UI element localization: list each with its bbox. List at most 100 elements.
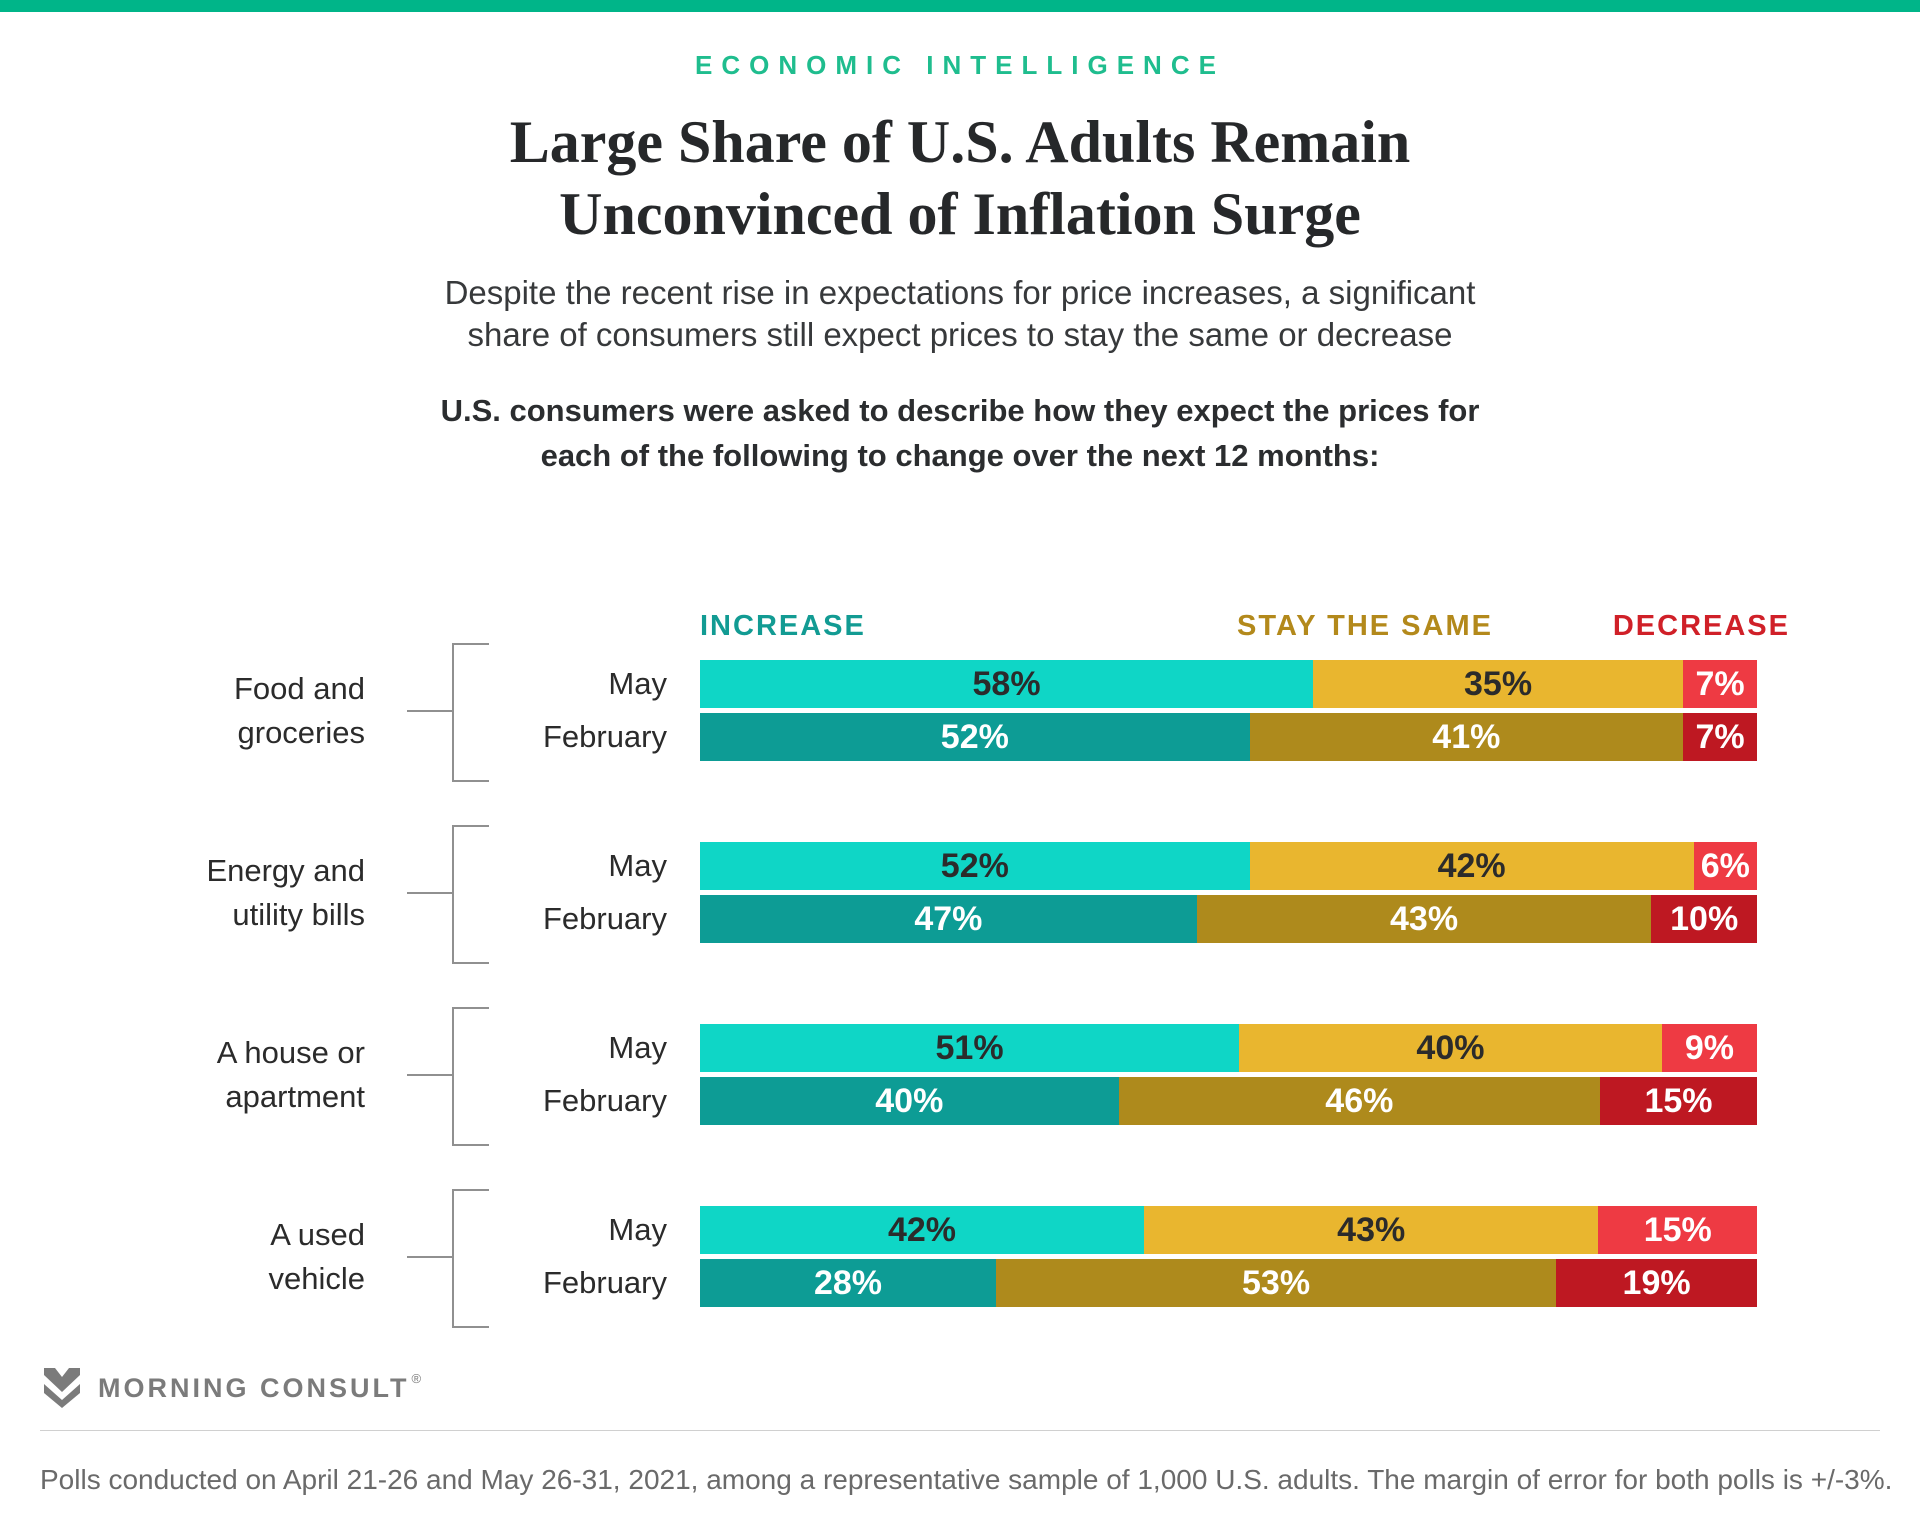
bar-segment: 52% — [700, 713, 1250, 761]
kicker: ECONOMIC INTELLIGENCE — [695, 50, 1225, 80]
chart-question: U.S. consumers were asked to describe ho… — [0, 388, 1920, 478]
category-label-line: groceries — [237, 714, 366, 750]
bar-segment-value: 40% — [875, 1081, 944, 1120]
bar-segment: 41% — [1249, 713, 1684, 761]
top-accent-bar — [0, 0, 1920, 12]
subtitle: Despite the recent rise in expectations … — [0, 272, 1920, 356]
row-label-february: February — [542, 901, 667, 936]
bar-segment: 40% — [700, 1077, 1119, 1125]
bar-segment-value: 9% — [1684, 1028, 1734, 1067]
bar-segment-value: 7% — [1695, 717, 1745, 756]
bar-segment-value: 58% — [972, 664, 1041, 703]
bar-segment: 51% — [700, 1024, 1240, 1072]
category-label-line: apartment — [225, 1078, 365, 1114]
bar-segment-value: 53% — [1242, 1263, 1311, 1302]
category-label-line: Food and — [234, 670, 365, 706]
row-label-may: May — [608, 1212, 667, 1247]
bar-segment: 47% — [700, 895, 1197, 943]
bar-segment: 7% — [1683, 713, 1757, 761]
question-line-1: U.S. consumers were asked to describe ho… — [440, 393, 1480, 428]
bar-segment: 58% — [700, 660, 1314, 708]
bar-segment-value: 47% — [914, 899, 983, 938]
page-title: Large Share of U.S. Adults Remain Unconv… — [0, 106, 1920, 250]
category-label-line: A house or — [216, 1034, 365, 1070]
bar-segment-value: 28% — [813, 1263, 882, 1302]
category-bracket — [452, 1189, 489, 1328]
legend-stay-the-same: STAY THE SAME — [1237, 610, 1493, 642]
subtitle-line-2: share of consumers still expect prices t… — [467, 316, 1453, 353]
bar-segment: 35% — [1313, 660, 1684, 708]
bar-segment-value: 43% — [1337, 1210, 1406, 1249]
bar-segment-value: 52% — [940, 717, 1009, 756]
bar-segment: 42% — [700, 1206, 1144, 1254]
bar-segment-value: 10% — [1670, 899, 1739, 938]
stacked-bar-may: 51% 40% 9% — [700, 1024, 1757, 1072]
category-label-line: A used — [270, 1216, 365, 1252]
title-line-1: Large Share of U.S. Adults Remain — [509, 109, 1411, 175]
bar-segment: 10% — [1651, 895, 1758, 943]
title-line-2: Unconvinced of Inflation Surge — [559, 181, 1361, 247]
category-label: A house or apartment — [0, 1031, 365, 1119]
bar-segment-value: 40% — [1416, 1028, 1485, 1067]
bar-segment-value: 42% — [1437, 846, 1506, 885]
bar-segment: 53% — [995, 1259, 1557, 1307]
category-bracket-dash — [407, 891, 452, 894]
stacked-bar-february: 40% 46% 15% — [700, 1077, 1757, 1125]
legend-increase: INCREASE — [700, 610, 866, 642]
stacked-bar-may: 58% 35% 7% — [700, 660, 1757, 708]
stacked-bar-february: 47% 43% 10% — [700, 895, 1758, 943]
category-label-line: Energy and — [206, 852, 365, 888]
bar-segment-value: 51% — [935, 1028, 1004, 1067]
footer-divider — [40, 1430, 1880, 1431]
morning-consult-logo: MORNING CONSULT ® — [40, 1366, 421, 1410]
bar-segment-value: 46% — [1325, 1081, 1394, 1120]
bar-segment: 9% — [1661, 1024, 1757, 1072]
bar-segment: 43% — [1196, 895, 1652, 943]
bar-segment: 40% — [1239, 1024, 1662, 1072]
category-label: Food and groceries — [0, 667, 365, 755]
category-bracket-dash — [407, 1255, 452, 1258]
bar-segment-value: 7% — [1695, 664, 1745, 703]
bar-segment-value: 19% — [1622, 1263, 1691, 1302]
row-label-may: May — [608, 666, 667, 701]
bar-segment: 46% — [1118, 1077, 1601, 1125]
row-label-may: May — [608, 1030, 667, 1065]
bar-segment: 7% — [1683, 660, 1757, 708]
question-line-2: each of the following to change over the… — [540, 438, 1380, 473]
bar-segment: 15% — [1598, 1206, 1757, 1254]
stacked-bar-february: 28% 53% 19% — [700, 1259, 1757, 1307]
bar-segment-value: 41% — [1432, 717, 1501, 756]
bar-segment: 19% — [1556, 1259, 1757, 1307]
category-label: Energy and utility bills — [0, 849, 365, 937]
bar-segment-value: 6% — [1700, 846, 1750, 885]
registered-mark: ® — [411, 1370, 422, 1386]
bar-segment: 15% — [1600, 1077, 1757, 1125]
bar-segment-value: 52% — [940, 846, 1009, 885]
row-label-february: February — [542, 719, 667, 754]
stacked-bar-february: 52% 41% 7% — [700, 713, 1757, 761]
logo-text: MORNING CONSULT — [98, 1372, 410, 1403]
subtitle-line-1: Despite the recent rise in expectations … — [444, 274, 1476, 311]
category-label: A used vehicle — [0, 1213, 366, 1301]
category-bracket-dash — [407, 1073, 452, 1076]
bar-segment-value: 42% — [887, 1210, 956, 1249]
category-bracket-dash — [407, 709, 452, 712]
category-bracket — [452, 1007, 489, 1146]
bar-segment: 6% — [1693, 842, 1757, 890]
category-label-line: utility bills — [232, 896, 365, 932]
morning-consult-m-icon — [40, 1366, 84, 1410]
bar-segment: 43% — [1143, 1206, 1599, 1254]
bar-segment: 52% — [700, 842, 1250, 890]
bar-segment: 42% — [1249, 842, 1694, 890]
category-label-line: vehicle — [268, 1260, 366, 1296]
footnote: Polls conducted on April 21-26 and May 2… — [40, 1464, 1893, 1495]
legend-decrease: DECREASE — [1612, 610, 1790, 642]
row-label-february: February — [542, 1265, 667, 1300]
row-label-february: February — [542, 1083, 667, 1118]
category-bracket — [452, 825, 489, 964]
bar-segment-value: 15% — [1644, 1081, 1713, 1120]
bar-segment-value: 15% — [1643, 1210, 1712, 1249]
row-label-may: May — [608, 848, 667, 883]
category-bracket — [452, 643, 489, 782]
